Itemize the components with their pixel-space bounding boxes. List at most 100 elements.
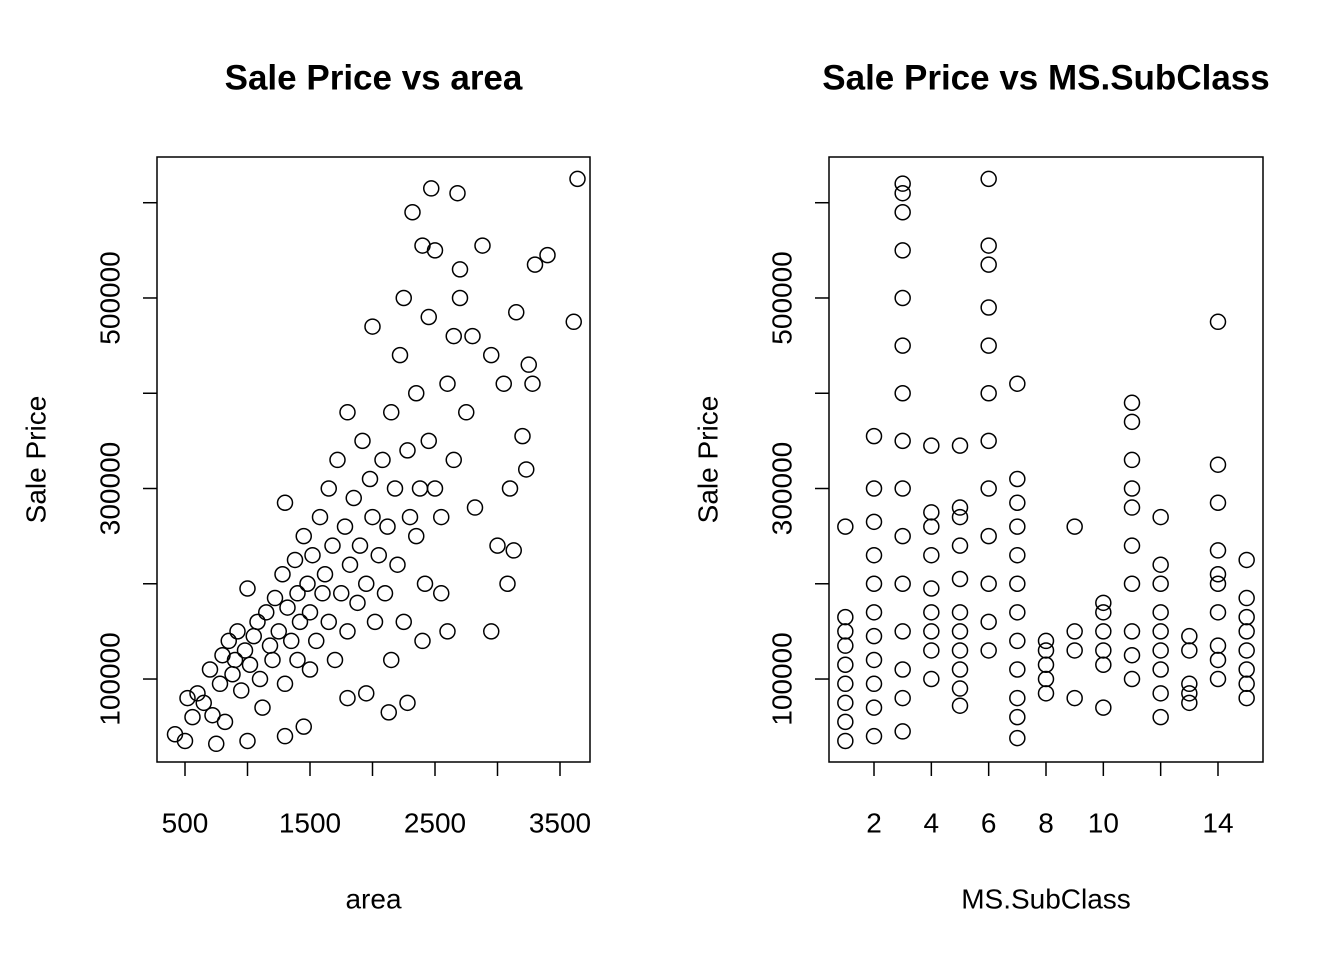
point — [923, 670, 940, 688]
point — [980, 613, 997, 631]
point — [980, 170, 997, 188]
point — [426, 242, 444, 259]
point — [1009, 604, 1026, 621]
point — [1238, 589, 1255, 607]
point — [1095, 642, 1112, 659]
point — [179, 689, 196, 707]
point — [276, 675, 294, 693]
x-tick-label: 4 — [924, 807, 940, 838]
point — [1209, 456, 1227, 473]
point — [501, 480, 519, 497]
point — [220, 632, 237, 650]
plot-frame — [156, 156, 591, 763]
point — [308, 632, 325, 650]
point — [289, 585, 306, 602]
point — [865, 727, 883, 745]
point — [1238, 642, 1255, 659]
point — [320, 480, 337, 497]
point — [980, 256, 997, 273]
point — [358, 575, 375, 593]
point — [1009, 661, 1026, 678]
point — [1009, 470, 1026, 488]
point — [336, 518, 354, 535]
point — [514, 427, 531, 445]
point — [1123, 670, 1141, 688]
point — [341, 556, 359, 573]
point — [433, 585, 450, 602]
point — [466, 499, 484, 516]
point — [261, 637, 279, 654]
point — [1123, 413, 1141, 431]
point — [416, 575, 434, 593]
point — [951, 437, 969, 454]
point — [923, 623, 940, 640]
point — [295, 527, 312, 545]
point — [420, 432, 437, 450]
point — [379, 518, 396, 535]
point — [1209, 313, 1227, 331]
point — [279, 599, 296, 616]
point — [980, 337, 997, 354]
point — [894, 175, 911, 192]
x-tick-label: 500 — [162, 807, 209, 838]
point — [865, 427, 883, 445]
point — [304, 546, 321, 564]
point — [1009, 632, 1026, 650]
point — [374, 451, 391, 469]
point — [291, 613, 309, 631]
point — [254, 699, 271, 716]
point — [1009, 375, 1026, 392]
point — [923, 546, 940, 564]
point — [289, 651, 306, 669]
point — [1152, 604, 1169, 621]
point — [1209, 542, 1227, 559]
point — [894, 689, 911, 707]
point — [286, 551, 304, 569]
point — [894, 527, 911, 545]
y-tick-label: 100000 — [766, 632, 797, 725]
point — [1123, 451, 1141, 469]
point — [1209, 637, 1227, 654]
point — [324, 537, 341, 554]
point — [837, 675, 854, 693]
point — [894, 623, 911, 640]
point — [1009, 729, 1026, 747]
point — [1066, 642, 1083, 659]
point — [226, 651, 244, 669]
point — [1209, 575, 1227, 593]
point — [1123, 480, 1141, 497]
point — [565, 313, 582, 331]
point — [426, 480, 444, 497]
point — [301, 661, 319, 678]
point — [176, 732, 194, 750]
point — [276, 494, 294, 512]
point — [980, 642, 997, 659]
point — [339, 404, 356, 421]
chart-title: Sale Price vs area — [225, 58, 523, 97]
point — [923, 437, 940, 454]
y-tick-label: 500000 — [94, 251, 125, 344]
point — [951, 623, 969, 640]
point — [383, 651, 400, 669]
point — [1152, 623, 1169, 640]
point — [1209, 651, 1227, 669]
point — [1095, 604, 1112, 621]
point — [980, 299, 997, 316]
point — [239, 732, 256, 750]
x-tick-label: 14 — [1202, 807, 1233, 838]
point — [865, 699, 883, 716]
point — [264, 651, 281, 669]
point — [951, 642, 969, 659]
point — [364, 508, 381, 526]
point — [1037, 656, 1055, 673]
point — [474, 237, 491, 254]
point — [951, 537, 969, 554]
point — [495, 375, 512, 392]
point — [894, 242, 911, 259]
point — [370, 546, 387, 564]
point — [1123, 575, 1141, 593]
point — [508, 304, 525, 321]
point — [386, 480, 404, 497]
point — [1238, 551, 1255, 569]
point — [1238, 675, 1255, 693]
